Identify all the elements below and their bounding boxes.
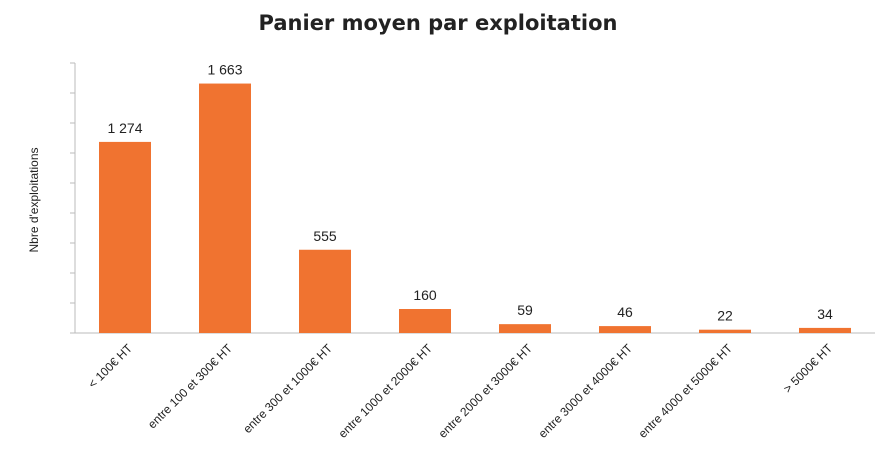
bar (399, 309, 451, 333)
bar (699, 329, 751, 333)
data-label: 555 (313, 228, 337, 244)
x-tick-label: entre 3000 et 4000€ HT (536, 341, 636, 441)
x-tick-label: entre 300 et 1000€ HT (240, 341, 335, 436)
x-tick-label: entre 2000 et 3000€ HT (436, 341, 536, 441)
x-tick-label: entre 100 et 300€ HT (145, 341, 236, 432)
bar (499, 324, 551, 333)
data-label: 59 (517, 302, 533, 318)
data-label: 46 (617, 304, 633, 320)
bar (199, 83, 251, 333)
data-label: 160 (413, 287, 437, 303)
x-tick-label: entre 1000 et 2000€ HT (336, 341, 436, 441)
data-label: 1 274 (107, 120, 142, 136)
y-axis-label: Nbre d'exploitations (27, 147, 41, 252)
bar (799, 327, 851, 333)
x-tick-label: > 5000€ HT (781, 341, 836, 396)
x-tick-label: entre 4000 et 5000€ HT (636, 341, 736, 441)
data-label: 34 (817, 306, 833, 322)
data-label: 1 663 (207, 62, 242, 78)
bar (599, 326, 651, 333)
data-label: 22 (717, 308, 733, 324)
bar (299, 249, 351, 333)
bar (99, 141, 151, 333)
chart-title: Panier moyen par exploitation (259, 11, 618, 35)
x-tick-label: < 100€ HT (85, 341, 135, 391)
